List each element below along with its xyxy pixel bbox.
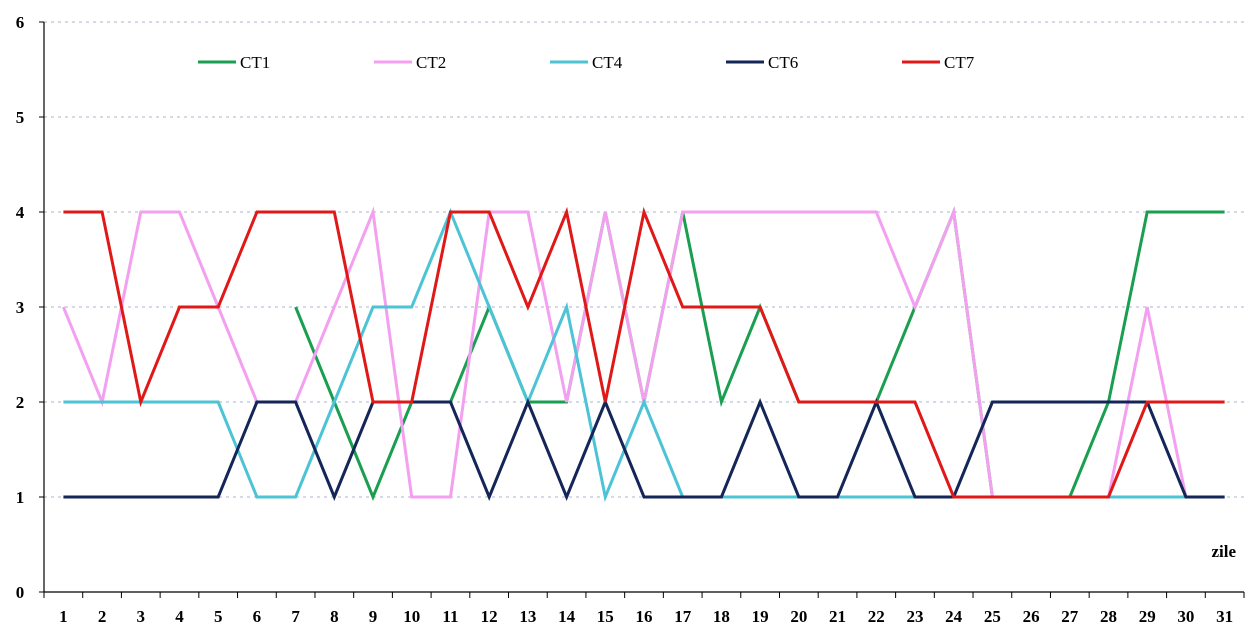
x-tick-label: 10 xyxy=(403,607,420,626)
series-line-ct2 xyxy=(62,206,1225,499)
x-tick-label: 7 xyxy=(291,607,300,626)
x-tick-label: 12 xyxy=(481,607,498,626)
legend-item-ct4: CT4 xyxy=(550,53,623,72)
y-tick-label: 2 xyxy=(16,393,25,412)
x-tick-label: 3 xyxy=(137,607,146,626)
legend-label: CT6 xyxy=(768,53,798,72)
y-tick-label: 5 xyxy=(16,108,25,127)
series-line-ct1 xyxy=(294,206,1225,501)
x-tick-label: 26 xyxy=(1023,607,1040,626)
x-tick-label: 16 xyxy=(636,607,653,626)
legend-item-ct7: CT7 xyxy=(902,53,975,72)
legend-item-ct1: CT1 xyxy=(198,53,270,72)
x-tick-label: 5 xyxy=(214,607,223,626)
x-tick-label: 25 xyxy=(984,607,1001,626)
legend-label: CT2 xyxy=(416,53,446,72)
x-tick-label: 24 xyxy=(945,607,963,626)
y-tick-label: 3 xyxy=(16,298,25,317)
legend-label: CT4 xyxy=(592,53,623,72)
x-tick-label: 9 xyxy=(369,607,378,626)
x-tick-label: 13 xyxy=(519,607,536,626)
series-lines xyxy=(62,206,1225,503)
x-tick-label: 2 xyxy=(98,607,107,626)
x-tick-label: 8 xyxy=(330,607,339,626)
series-line-ct6 xyxy=(63,398,1225,501)
legend-item-ct2: CT2 xyxy=(374,53,446,72)
x-tick-label: 19 xyxy=(752,607,769,626)
x-tick-label: 27 xyxy=(1061,607,1079,626)
x-tick-label: 14 xyxy=(558,607,576,626)
x-tick-label: 20 xyxy=(790,607,807,626)
x-tick-label: 22 xyxy=(868,607,885,626)
x-tick-label: 18 xyxy=(713,607,730,626)
x-tick-label: 29 xyxy=(1139,607,1156,626)
x-tick-label: 23 xyxy=(906,607,923,626)
x-axis-label: zile xyxy=(1211,542,1236,561)
x-tick-label: 6 xyxy=(253,607,262,626)
y-tick-label: 0 xyxy=(16,583,25,602)
x-tick-label: 1 xyxy=(59,607,68,626)
y-tick-label: 1 xyxy=(16,488,25,507)
legend-label: CT1 xyxy=(240,53,270,72)
legend-label: CT7 xyxy=(944,53,975,72)
series-line-ct7 xyxy=(63,206,1225,499)
legend-item-ct6: CT6 xyxy=(726,53,798,72)
y-tick-label: 6 xyxy=(16,13,25,32)
legend: CT1 CT2 CT4 CT6 CT7 xyxy=(198,53,975,72)
x-tick-label: 31 xyxy=(1216,607,1233,626)
x-tick-label: 21 xyxy=(829,607,846,626)
x-tick-label: 28 xyxy=(1100,607,1117,626)
x-tick-label: 15 xyxy=(597,607,614,626)
x-tick-label: 30 xyxy=(1177,607,1194,626)
x-tick-label: 4 xyxy=(175,607,184,626)
y-tick-label: 4 xyxy=(16,203,25,222)
x-tick-label: 17 xyxy=(674,607,692,626)
grid-lines xyxy=(44,21,1244,498)
x-tick-label: 11 xyxy=(442,607,458,626)
